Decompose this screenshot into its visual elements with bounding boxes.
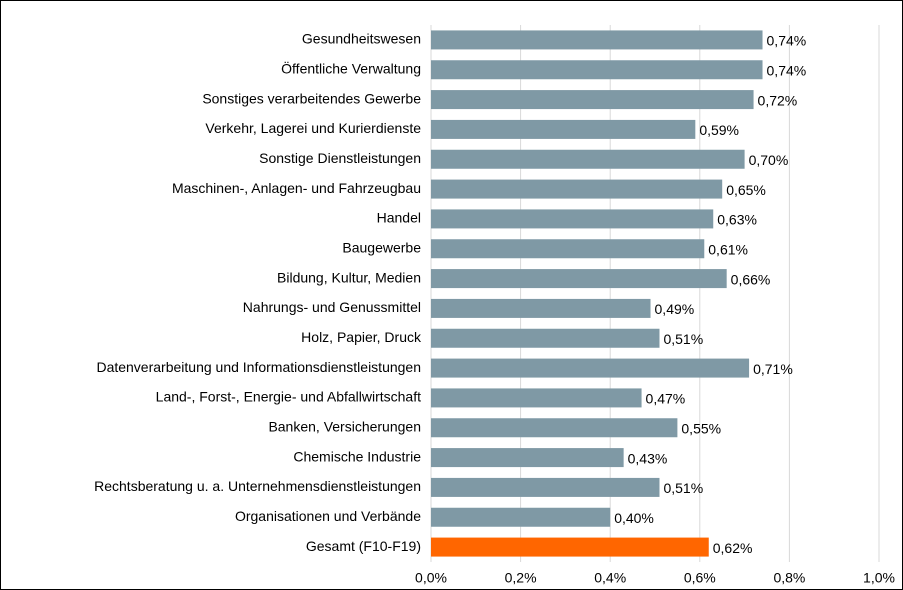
bar [431,537,709,557]
x-tick-label: 0,0% [415,570,447,586]
bar [431,30,763,50]
value-label: 0,72% [758,92,798,108]
value-label: 0,47% [646,391,686,407]
x-tick-label: 0,2% [505,570,537,586]
bar [431,60,763,80]
bar [431,418,678,438]
value-label: 0,59% [699,122,739,138]
y-tick-label: Baugewerbe [342,239,421,255]
y-tick-label: Nahrungs- und Genussmittel [243,299,421,315]
y-tick-label: Gesundheitswesen [302,31,421,47]
value-label: 0,43% [628,450,668,466]
bar [431,119,696,139]
y-tick-label: Sonstiges verarbeitendes Gewerbe [202,90,421,106]
value-label: 0,49% [655,301,695,317]
value-label: 0,61% [708,241,748,257]
x-tick-label: 0,4% [594,570,626,586]
y-tick-label: Land-, Forst-, Energie- und Abfallwirtsc… [156,389,421,405]
bar [431,507,611,527]
bar [431,239,705,259]
y-tick-label: Banken, Versicherungen [268,418,421,434]
bar [431,209,714,229]
bar [431,269,727,289]
x-tick-label: 0,6% [684,570,716,586]
y-tick-label: Bildung, Kultur, Medien [277,269,421,285]
y-tick-label: Verkehr, Lagerei und Kurierdienste [205,120,421,136]
bar [431,477,660,497]
y-tick-label: Handel [377,210,421,226]
bar [431,358,750,378]
value-label: 0,63% [717,212,757,228]
y-tick-label: Chemische Industrie [293,448,421,464]
y-tick-label: Organisationen und Verbände [235,508,421,524]
bar [431,90,754,110]
value-label: 0,51% [663,480,703,496]
y-tick-label: Maschinen-, Anlagen- und Fahrzeugbau [172,180,421,196]
x-tick-label: 0,8% [773,570,805,586]
bar [431,448,624,468]
value-label: 0,66% [731,271,771,287]
bar [431,298,651,318]
value-label: 0,74% [767,33,807,49]
bar [431,179,723,199]
value-label: 0,65% [726,182,766,198]
value-label: 0,51% [663,331,703,347]
value-label: 0,40% [614,510,654,526]
value-label: 0,62% [713,540,753,556]
value-label: 0,71% [753,361,793,377]
y-tick-label: Datenverarbeitung und Informationsdienst… [96,359,421,375]
y-tick-label: Sonstige Dienstleistungen [259,150,421,166]
value-label: 0,55% [681,420,721,436]
bar [431,149,745,169]
y-tick-label: Öffentliche Verwaltung [281,59,421,76]
value-label: 0,70% [749,152,789,168]
bar [431,328,660,348]
value-label: 0,74% [767,62,807,78]
x-tick-label: 1,0% [863,570,895,586]
y-tick-label: Holz, Papier, Druck [301,329,422,345]
y-tick-label: Rechtsberatung u. a. Unternehmensdienstl… [94,478,421,494]
bar [431,388,642,408]
y-tick-label: Gesamt (F10-F19) [306,538,421,554]
